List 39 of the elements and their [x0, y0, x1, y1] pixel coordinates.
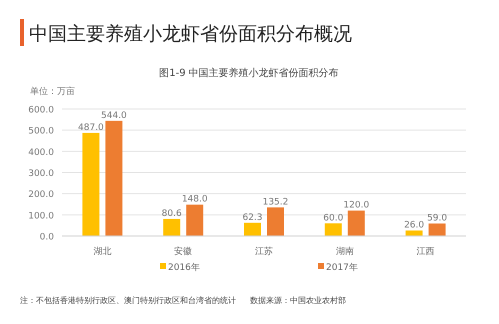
x-tick-label: 江苏: [255, 246, 273, 257]
data-label: 544.0: [101, 110, 128, 121]
source-note: 数据来源：中国农业农村部: [250, 296, 346, 305]
x-tick-label: 湖北: [93, 246, 112, 257]
y-tick-label: 300.0: [28, 169, 54, 179]
y-tick-label: 600.0: [28, 106, 54, 116]
bar: [428, 224, 446, 236]
legend-label: 2016年: [168, 262, 200, 273]
data-label: 135.2: [262, 197, 288, 208]
y-tick-label: 200.0: [28, 190, 54, 200]
x-tick-label: 江西: [416, 246, 435, 257]
y-tick-label: 500.0: [28, 126, 54, 137]
data-label: 120.0: [343, 200, 370, 211]
data-label: 487.0: [78, 122, 104, 133]
bar: [244, 222, 261, 236]
bar: [186, 204, 204, 236]
data-label: 62.3: [242, 212, 263, 223]
bar: [406, 230, 423, 236]
bar: [324, 223, 342, 236]
text: 注：不包括香港特别行政区、澳门特别行政区和台湾省的统计: [20, 296, 236, 305]
data-label: 148.0: [182, 194, 208, 205]
chart-title: 中国主要养殖小龙虾省份面积分布概况: [29, 23, 352, 45]
y-tick-label: 100.0: [28, 211, 54, 222]
data-label: 59.0: [427, 214, 448, 224]
data-label: 80.6: [162, 208, 182, 219]
bar: [163, 218, 180, 236]
bar: [82, 132, 100, 236]
x-tick-label: 湖南: [336, 246, 354, 257]
x-tick-label: 安徽: [174, 246, 192, 257]
data-label: 26.0: [404, 220, 424, 230]
legend-label: 2017年: [326, 262, 358, 273]
y-axis-title: 单位：万亩: [30, 86, 75, 97]
bar: [267, 207, 284, 236]
y-tick-label: 0.0: [40, 232, 54, 242]
chart-subtitle: 图1-9 中国主要养殖小龙虾省份面积分布: [159, 67, 339, 79]
data-label: 60.0: [323, 213, 344, 224]
y-tick-label: 400.0: [28, 148, 54, 158]
bar: [348, 210, 365, 236]
bar: [105, 120, 122, 236]
